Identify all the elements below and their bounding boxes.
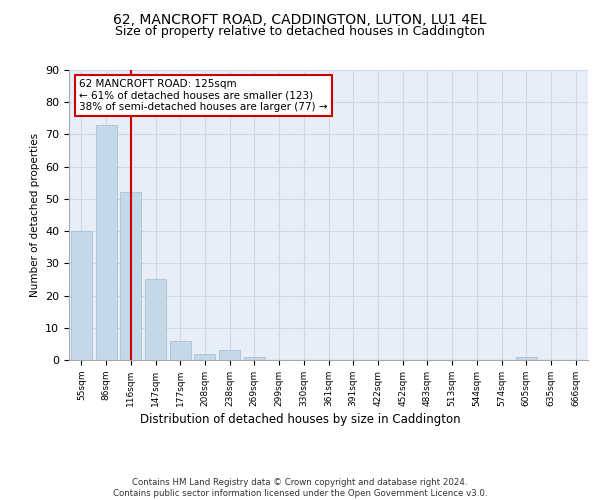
Bar	[219, 350, 240, 360]
Bar	[516, 357, 537, 360]
Bar	[170, 340, 191, 360]
Text: Contains HM Land Registry data © Crown copyright and database right 2024.
Contai: Contains HM Land Registry data © Crown c…	[113, 478, 487, 498]
Text: 62, MANCROFT ROAD, CADDINGTON, LUTON, LU1 4EL: 62, MANCROFT ROAD, CADDINGTON, LUTON, LU…	[113, 12, 487, 26]
Bar	[95, 125, 116, 360]
Text: Distribution of detached houses by size in Caddington: Distribution of detached houses by size …	[140, 412, 460, 426]
Bar	[194, 354, 215, 360]
Bar	[120, 192, 141, 360]
Bar	[244, 357, 265, 360]
Text: Size of property relative to detached houses in Caddington: Size of property relative to detached ho…	[115, 25, 485, 38]
Y-axis label: Number of detached properties: Number of detached properties	[29, 133, 40, 297]
Bar	[145, 280, 166, 360]
Bar	[71, 231, 92, 360]
Text: 62 MANCROFT ROAD: 125sqm
← 61% of detached houses are smaller (123)
38% of semi-: 62 MANCROFT ROAD: 125sqm ← 61% of detach…	[79, 78, 328, 112]
